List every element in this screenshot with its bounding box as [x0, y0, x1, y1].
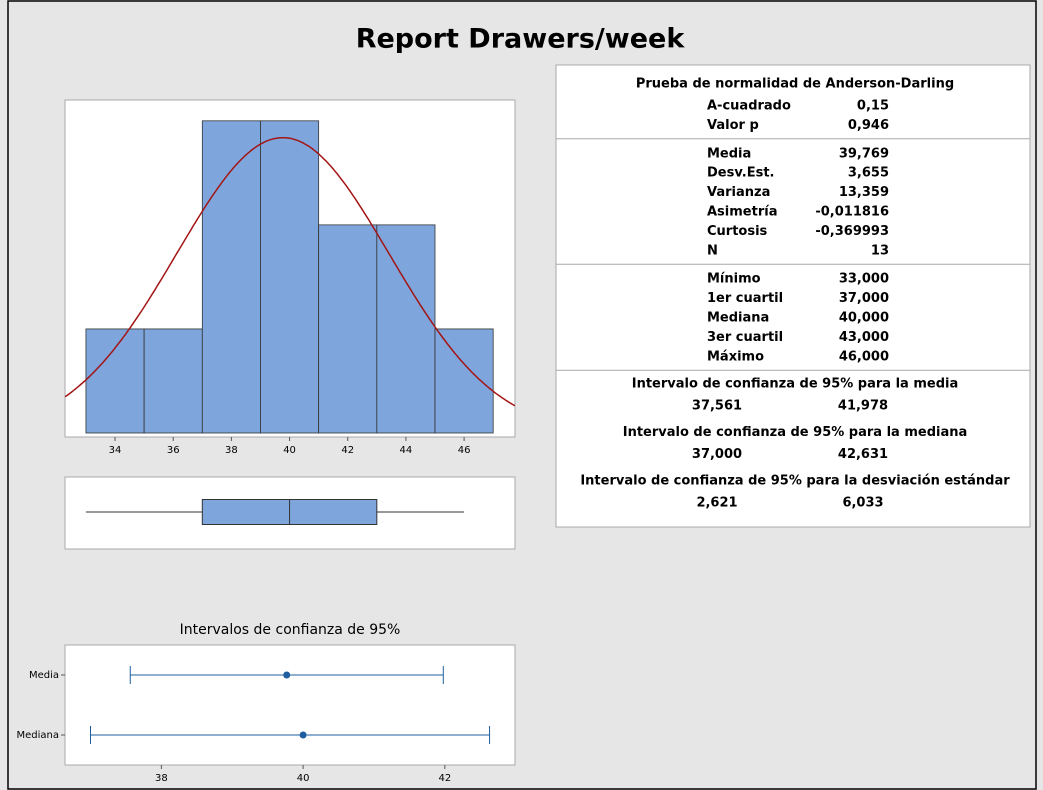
bar — [143, 328, 203, 434]
interval-high: 6,033 — [842, 496, 883, 511]
stat-value: 13,359 — [839, 185, 889, 200]
stat-value: 46,000 — [839, 349, 889, 364]
x-tick-label: 40 — [283, 445, 296, 456]
stat-label: Varianza — [707, 185, 770, 200]
stat-label: N — [707, 243, 718, 258]
bar — [318, 224, 378, 434]
interval-low: 37,000 — [692, 447, 742, 462]
interval-heading: Intervalo de confianza de 95% para la me… — [623, 425, 968, 440]
bar — [434, 328, 494, 434]
stat-value: 37,000 — [839, 291, 889, 306]
stat-value: 0,946 — [848, 118, 889, 133]
x-tick-label: 40 — [297, 773, 310, 784]
x-tick-label: 46 — [458, 445, 471, 456]
bar — [85, 328, 145, 434]
x-tick-label: 42 — [341, 445, 354, 456]
stat-value: -0,369993 — [815, 224, 889, 239]
stat-value: 40,000 — [839, 311, 889, 326]
interval-high: 42,631 — [838, 447, 888, 462]
stat-label: Curtosis — [707, 224, 768, 239]
normal-curve — [65, 136, 515, 407]
stats-title: Prueba de normalidad de Anderson-Darling — [636, 77, 954, 92]
stat-value: 43,000 — [839, 330, 889, 345]
stat-label: Máximo — [707, 349, 764, 364]
y-tick-label: Media — [29, 670, 59, 681]
interval-title: Intervalos de confianza de 95% — [180, 622, 401, 638]
frame — [7, 0, 1037, 790]
bar — [201, 120, 261, 434]
interval-low: 37,561 — [692, 399, 742, 414]
estimate — [299, 731, 307, 739]
stat-label: Valor p — [707, 118, 759, 133]
stat-label: Mínimo — [707, 272, 761, 287]
stat-label: Asimetría — [707, 205, 777, 220]
stat-label: Mediana — [707, 311, 769, 326]
x-tick-label: 36 — [167, 445, 180, 456]
stat-label: Media — [707, 146, 751, 161]
stat-value: 0,15 — [857, 99, 889, 114]
stat-value: 13 — [871, 243, 889, 258]
x-tick-label: 38 — [225, 445, 238, 456]
interval-heading: Intervalo de confianza de 95% para la de… — [580, 474, 1010, 489]
y-tick-label: Mediana — [17, 730, 60, 741]
x-tick-label: 34 — [109, 445, 122, 456]
stat-label: 3er cuartil — [707, 330, 783, 345]
stat-value: 33,000 — [839, 272, 889, 287]
stat-label: 1er cuartil — [707, 291, 783, 306]
bar — [376, 224, 436, 434]
interval-high: 41,978 — [838, 399, 888, 414]
stat-value: -0,011816 — [815, 205, 889, 220]
stat-value: 39,769 — [839, 146, 889, 161]
estimate — [283, 671, 291, 679]
bar — [260, 120, 320, 434]
interval-panel — [64, 644, 516, 766]
report-title: Report Drawers/week — [356, 24, 686, 55]
stat-label: Desv.Est. — [707, 166, 774, 181]
stat-label: A-cuadrado — [707, 99, 791, 114]
stats-table — [555, 64, 1031, 528]
interval-heading: Intervalo de confianza de 95% para la me… — [632, 377, 959, 392]
interval-low: 2,621 — [696, 496, 737, 511]
x-tick-label: 42 — [438, 773, 451, 784]
x-tick-label: 44 — [400, 445, 413, 456]
x-tick-label: 38 — [155, 773, 168, 784]
stat-value: 3,655 — [848, 166, 889, 181]
